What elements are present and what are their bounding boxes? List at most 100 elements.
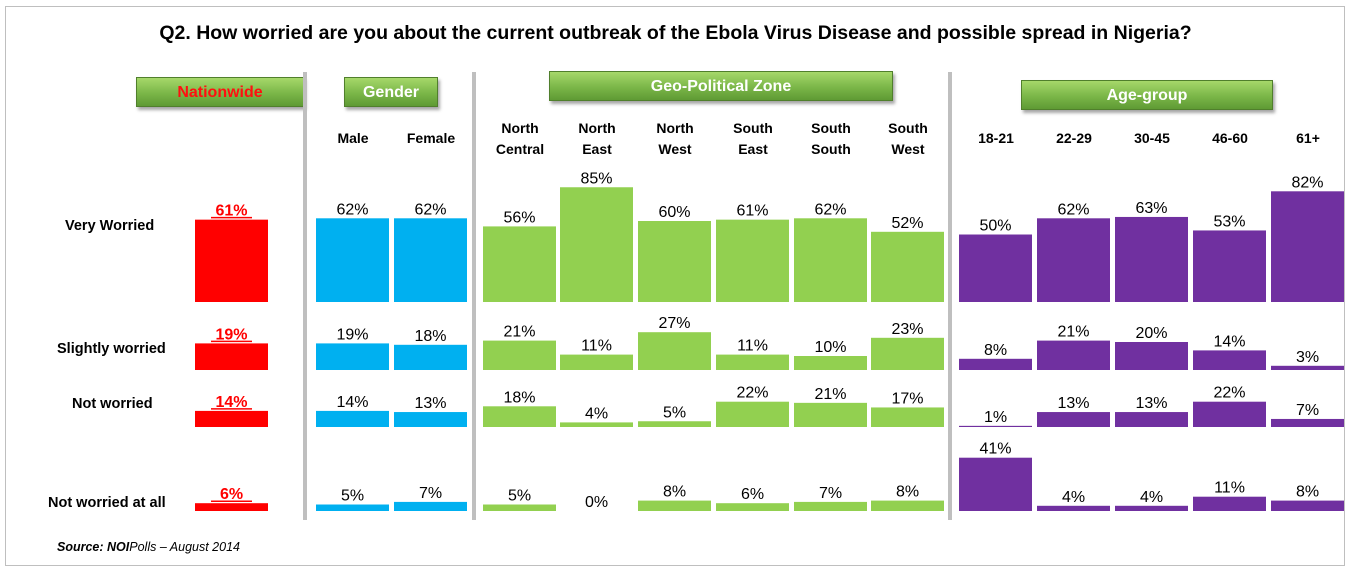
value-label-slightly-worried-south-west: 23%: [891, 321, 923, 338]
column-header-30-45: 30-45: [1113, 128, 1191, 149]
value-label-not-worried-north-central: 18%: [503, 389, 535, 406]
column-header-line2: South: [811, 141, 851, 157]
column-header-line1: North: [578, 120, 616, 136]
value-label-not-worried-south-south: 21%: [814, 386, 846, 403]
bar-not-worried-61: [1271, 418, 1344, 427]
value-label-slightly-worried-nationwide: 19%: [215, 326, 247, 343]
bar-not-worried-north-east: [560, 422, 633, 427]
value-label-slightly-worried-north-west: 27%: [658, 315, 690, 332]
column-header-line1: South: [733, 120, 773, 136]
bar-very-worried-north-west: [638, 221, 711, 302]
value-label-not-worried-south-west: 17%: [891, 390, 923, 407]
value-label-slightly-worried-46-60: 14%: [1213, 333, 1245, 350]
bar-slightly-worried-female: [394, 344, 467, 370]
age-group-header: Age-group: [1021, 80, 1273, 110]
bar-very-worried-female: [394, 218, 467, 302]
value-label-not-worried-61: 7%: [1296, 402, 1319, 419]
value-label-very-worried-south-east: 61%: [736, 203, 768, 220]
bar-not-worried-at-all-south-west: [871, 500, 944, 511]
value-label-very-worried-46-60: 53%: [1213, 213, 1245, 230]
bar-slightly-worried-north-east: [560, 354, 633, 370]
value-label-not-worried-at-all-30-45: 4%: [1140, 489, 1163, 506]
bar-slightly-worried-south-south: [794, 356, 867, 370]
value-label-slightly-worried-18-21: 8%: [984, 342, 1007, 359]
column-header-46-60: 46-60: [1191, 128, 1269, 149]
bar-very-worried-nationwide: [195, 219, 268, 302]
column-header-female: Female: [392, 128, 470, 149]
value-label-slightly-worried-north-central: 21%: [503, 324, 535, 341]
column-header-north-west: North West: [636, 118, 714, 160]
column-header-line2: Central: [495, 141, 545, 157]
bar-not-worried-at-all-22-29: [1037, 505, 1110, 511]
value-label-very-worried-61: 82%: [1291, 174, 1323, 191]
value-label-not-worried-at-all-north-east: 0%: [585, 494, 608, 511]
value-label-slightly-worried-22-29: 21%: [1057, 324, 1089, 341]
chart-title: Q2. How worried are you about the curren…: [159, 22, 1192, 44]
bar-slightly-worried-30-45: [1115, 342, 1188, 370]
value-label-very-worried-north-central: 56%: [503, 209, 535, 226]
bar-slightly-worried-nationwide: [195, 343, 268, 370]
column-header-south-south: South South: [792, 118, 870, 160]
column-header-line1: North: [501, 120, 539, 136]
bar-not-worried-22-29: [1037, 412, 1110, 427]
column-header-line2: 22-29: [1056, 130, 1092, 146]
value-label-not-worried-18-21: 1%: [984, 409, 1007, 426]
value-label-very-worried-north-west: 60%: [658, 204, 690, 221]
row-label-very-worried: Very Worried: [65, 218, 155, 234]
column-header-line2: East: [738, 141, 768, 157]
bar-not-worried-north-central: [483, 406, 556, 427]
value-label-not-worried-at-all-female: 7%: [419, 485, 442, 502]
geo-political-zone-header: Geo-Political Zone: [549, 71, 893, 101]
bar-not-worried-male: [316, 410, 389, 427]
bar-not-worried-female: [394, 412, 467, 427]
value-label-very-worried-south-west: 52%: [891, 215, 923, 232]
source-label: Source: NOI: [57, 540, 130, 554]
column-header-line2: 61+: [1296, 130, 1320, 146]
column-header-south-east: South East: [714, 118, 792, 160]
column-header-line2: West: [891, 141, 925, 157]
bar-not-worried-south-west: [871, 407, 944, 427]
bar-not-worried-at-all-61: [1271, 500, 1344, 511]
gender-header: Gender: [344, 77, 438, 107]
bar-very-worried-north-central: [483, 226, 556, 302]
bar-very-worried-18-21: [959, 234, 1032, 302]
row-label-not-worried-at-all: Not worried at all: [48, 495, 166, 511]
nationwide-header: Nationwide: [136, 77, 304, 107]
bar-very-worried-south-west: [871, 231, 944, 302]
bar-slightly-worried-46-60: [1193, 350, 1266, 370]
bar-slightly-worried-22-29: [1037, 340, 1110, 370]
bar-not-worried-at-all-30-45: [1115, 505, 1188, 511]
value-label-not-worried-at-all-south-south: 7%: [819, 485, 842, 502]
column-header-line2: East: [582, 141, 612, 157]
bar-not-worried-at-all-46-60: [1193, 496, 1266, 511]
value-label-not-worried-at-all-18-21: 41%: [979, 441, 1011, 458]
value-label-slightly-worried-female: 18%: [414, 328, 446, 345]
column-header-line1: South: [811, 120, 851, 136]
value-label-slightly-worried-south-south: 10%: [814, 339, 846, 356]
value-label-slightly-worried-south-east: 11%: [737, 338, 768, 355]
value-label-slightly-worried-north-east: 11%: [581, 338, 612, 355]
bar-slightly-worried-male: [316, 343, 389, 370]
value-label-very-worried-22-29: 62%: [1057, 201, 1089, 218]
column-header-line2: West: [658, 141, 692, 157]
value-label-not-worried-at-all-north-west: 8%: [663, 484, 686, 501]
bar-not-worried-at-all-north-west: [638, 500, 711, 511]
source-note: Source: NOIPolls – August 2014: [57, 540, 240, 554]
source-text: Polls – August 2014: [129, 540, 240, 554]
bar-very-worried-south-south: [794, 218, 867, 302]
value-label-not-worried-at-all-south-east: 6%: [741, 486, 764, 503]
bar-very-worried-46-60: [1193, 230, 1266, 302]
bar-not-worried-south-east: [716, 401, 789, 427]
bar-not-worried-30-45: [1115, 412, 1188, 427]
value-label-not-worried-north-east: 4%: [585, 405, 608, 422]
value-label-not-worried-male: 14%: [336, 394, 368, 411]
bar-slightly-worried-south-east: [716, 354, 789, 370]
value-label-very-worried-female: 62%: [414, 201, 446, 218]
bar-very-worried-61: [1271, 191, 1344, 302]
value-label-very-worried-30-45: 63%: [1135, 200, 1167, 217]
bar-not-worried-at-all-south-south: [794, 501, 867, 511]
value-label-not-worried-at-all-46-60: 11%: [1214, 480, 1245, 497]
bar-slightly-worried-61: [1271, 365, 1344, 370]
chart-frame: [5, 6, 1345, 566]
bar-very-worried-male: [316, 218, 389, 302]
